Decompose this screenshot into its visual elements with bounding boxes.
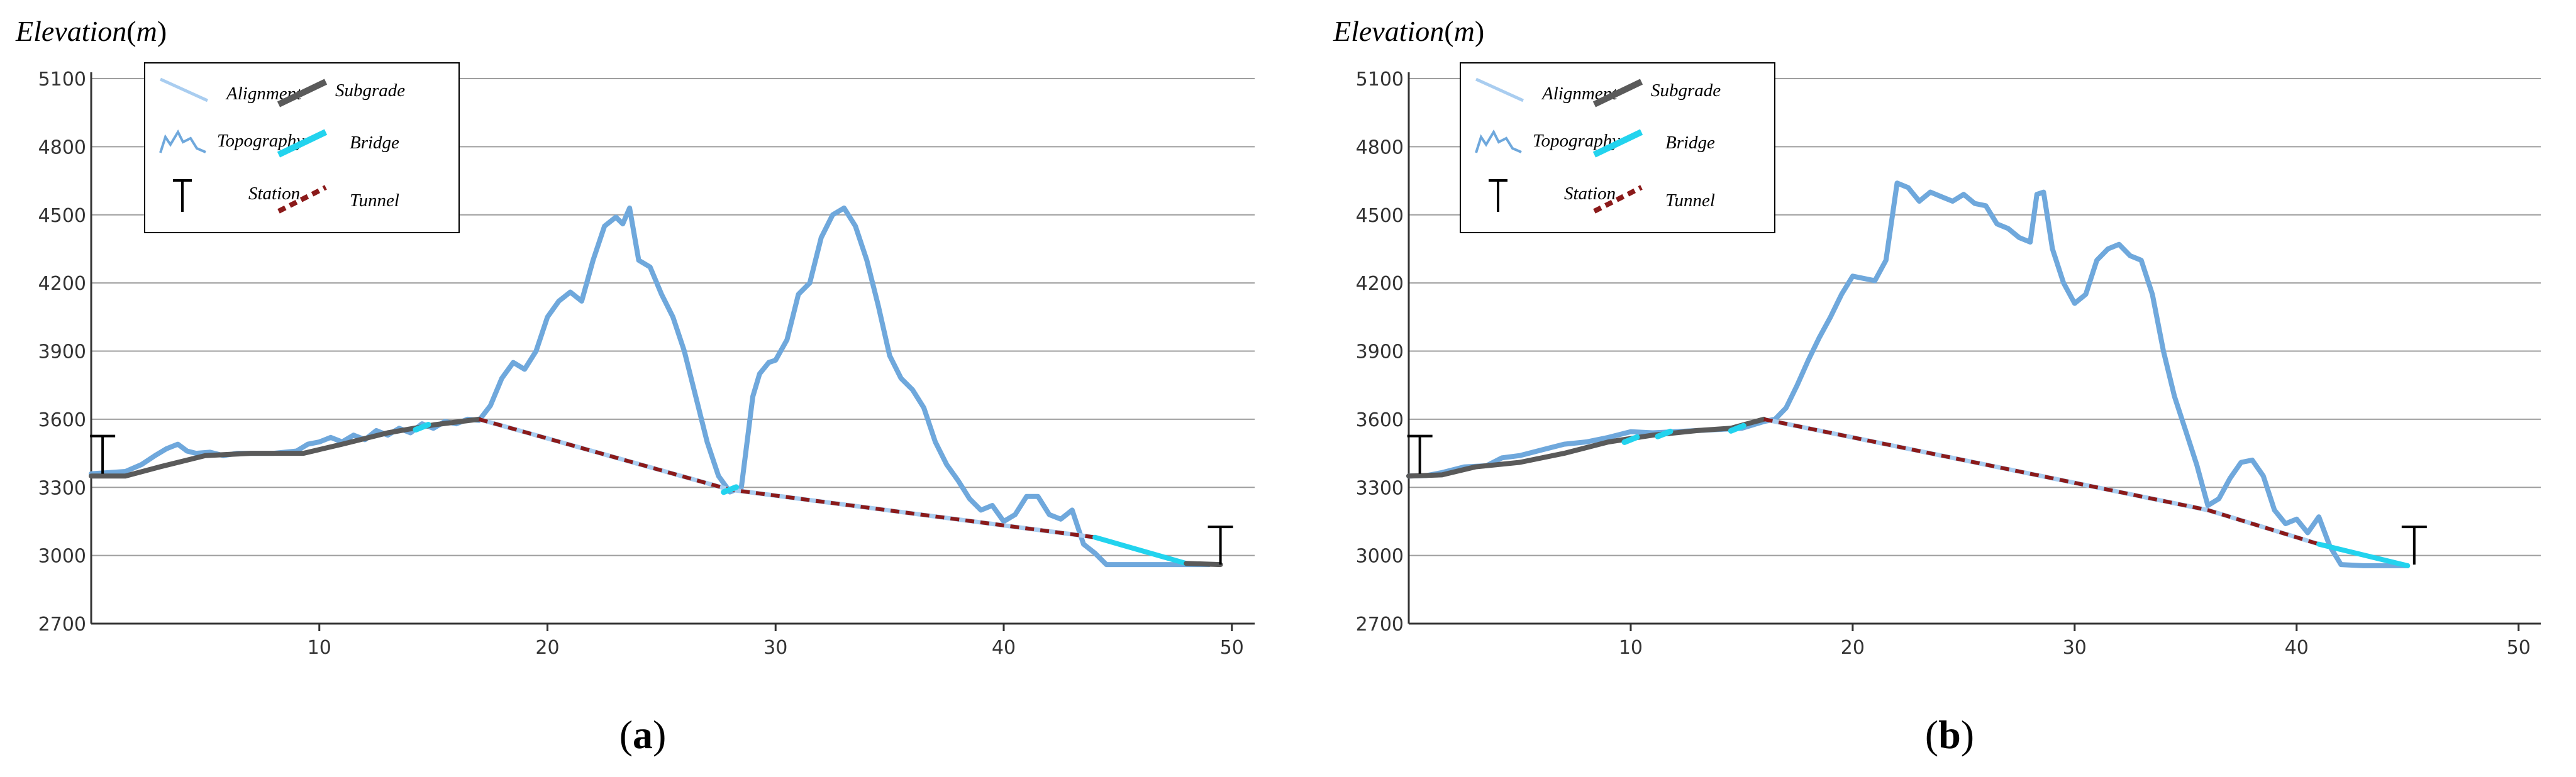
bridge-marker: [721, 484, 740, 495]
bridge-marker: [1655, 428, 1674, 439]
station-marker: [1208, 526, 1233, 565]
legend-swatch-topography: [1475, 129, 1522, 153]
legend: AlignmentTopographyStationSubgradeBridge…: [1460, 62, 1775, 233]
panel-label-part: b: [1938, 712, 1961, 757]
x-tick-label: 30: [2063, 637, 2087, 659]
legend-label-station: Station: [1564, 184, 1616, 204]
legend-label-bridge: Bridge: [350, 133, 399, 153]
legend: AlignmentTopographyStationSubgradeBridge…: [144, 62, 460, 233]
series-alignment: [1406, 417, 2410, 568]
legend-swatch-alignment: [159, 77, 209, 102]
y-tick-label: 3600: [1356, 409, 1404, 431]
y-tick-label: 3000: [1356, 546, 1404, 568]
panel-label-part: a: [633, 712, 653, 757]
series-alignment: [89, 417, 1223, 567]
panel-label-part: ): [1961, 712, 1974, 757]
legend-label-tunnel: Tunnel: [350, 190, 399, 211]
panel-label: (a): [619, 712, 667, 757]
chart-panel-b: 2700 3000 3300 3600 3900 4200 4500 4800 5100 10 20…: [1333, 15, 2541, 757]
series-bridge: [1092, 534, 1189, 566]
y-axis-title-part: (: [1444, 15, 1453, 47]
y-tick-label: 3600: [38, 409, 86, 431]
x-tick-label: 50: [2507, 637, 2531, 659]
legend-label-bridge: Bridge: [1665, 133, 1715, 153]
series-subgrade: [1184, 561, 1223, 568]
y-tick-label: 4200: [38, 273, 86, 295]
x-tick-label: 10: [308, 637, 331, 659]
station-marker: [90, 434, 116, 474]
legend-swatch-tunnel: [277, 185, 327, 214]
y-tick-label: 3300: [1356, 477, 1404, 499]
y-tick-label: 4800: [1356, 136, 1404, 158]
legend-swatch-tunnel: [1593, 185, 1643, 214]
chart-panel-a: 2700 3000 3300 3600 3900 4200 4500 4800 5100 10 20…: [15, 15, 1255, 757]
bridge-marker: [1728, 422, 1746, 434]
bridge-marker: [1621, 434, 1640, 445]
series-subgrade: [1406, 416, 1767, 479]
station-marker: [2401, 526, 2427, 565]
series-topography: [89, 205, 1212, 568]
legend-label-subgrade: Subgrade: [335, 80, 405, 101]
y-tick-label: 3900: [38, 341, 86, 363]
y-tick-label: 4800: [38, 136, 86, 158]
y-axis-title-part: Elevation: [1333, 15, 1444, 47]
legend-label-tunnel: Tunnel: [1665, 190, 1715, 211]
legend-swatch-alignment: [1475, 77, 1524, 102]
panel-label-part: ): [653, 712, 666, 757]
y-axis-title-part: m: [136, 15, 157, 47]
x-tick-label: 20: [535, 637, 559, 659]
x-tick-label: 20: [1841, 637, 1865, 659]
legend-swatch-bridge: [1592, 129, 1643, 158]
y-axis-title-part: (: [126, 15, 136, 47]
y-tick-label: 3000: [38, 546, 86, 568]
panel-label-part: (: [1925, 712, 1938, 757]
bridge-marker: [413, 422, 431, 433]
legend-label-station: Station: [248, 184, 300, 204]
series-bridge: [2316, 541, 2411, 568]
panel-label-part: (: [619, 712, 633, 757]
y-tick-label: 2700: [38, 614, 86, 636]
y-axis-title-part: m: [1454, 15, 1475, 47]
y-tick-label: 5100: [38, 69, 86, 91]
legend-swatch-subgrade: [1592, 79, 1643, 107]
legend-label-subgrade: Subgrade: [1651, 80, 1721, 101]
y-axis-title-part: ): [157, 15, 167, 47]
y-tick-label: 2700: [1356, 614, 1404, 636]
y-tick-label: 4200: [1356, 273, 1404, 295]
series-subgrade: [89, 416, 482, 479]
y-tick-label: 4500: [38, 205, 86, 227]
y-tick-label: 3300: [38, 477, 86, 499]
y-axis-title-part: ): [1475, 15, 1484, 47]
legend-swatch-topography: [159, 129, 206, 153]
y-tick-label: 5100: [1356, 69, 1404, 91]
series-tunnel: [1763, 417, 2319, 546]
x-tick-label: 40: [992, 637, 1016, 659]
x-tick-label: 50: [1220, 637, 1244, 659]
y-axis-title-part: Elevation: [15, 15, 126, 47]
y-tick-label: 4500: [1356, 205, 1404, 227]
y-axis-title: Elevation(m): [15, 15, 167, 47]
series-topography: [1406, 180, 2411, 568]
station-marker: [1407, 434, 1433, 474]
x-tick-label: 40: [2285, 637, 2309, 659]
panel-label: (b): [1925, 712, 1974, 757]
x-tick-label: 30: [763, 637, 787, 659]
legend-swatch-subgrade: [277, 79, 328, 107]
legend-swatch-bridge: [277, 129, 328, 158]
y-tick-label: 3900: [1356, 341, 1404, 363]
y-axis-title: Elevation(m): [1333, 15, 1484, 47]
x-tick-label: 10: [1619, 637, 1643, 659]
